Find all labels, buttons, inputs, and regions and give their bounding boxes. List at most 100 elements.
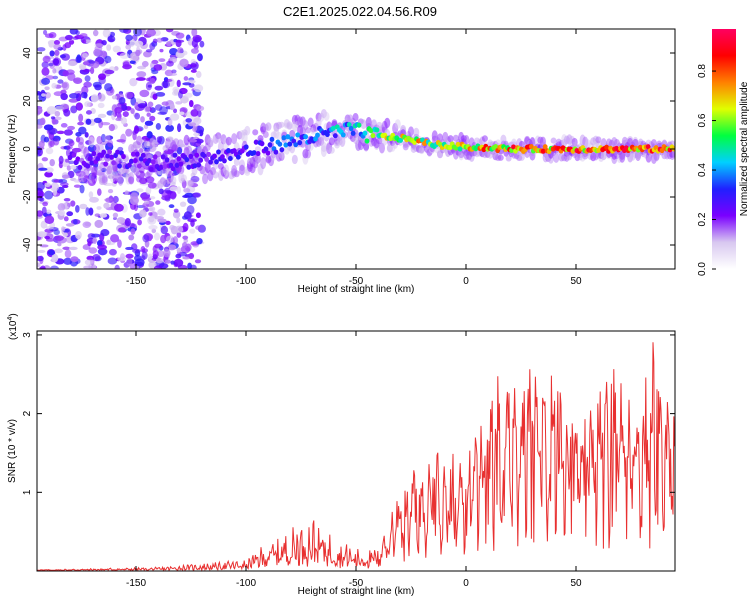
heatmap-cell xyxy=(70,200,76,207)
heatmap-cell xyxy=(352,113,359,122)
heatmap-cell xyxy=(370,132,376,139)
heatmap-cell xyxy=(37,124,43,129)
heatmap-cell xyxy=(135,49,141,57)
heatmap-cell xyxy=(75,55,83,64)
heatmap-cell xyxy=(57,79,64,84)
heatmap-cell xyxy=(553,153,560,163)
heatmap-cell xyxy=(148,166,154,172)
heatmap-cell xyxy=(112,212,119,218)
heatmap-cell xyxy=(84,259,94,266)
heatmap-cell xyxy=(97,244,107,250)
heatmap-cell xyxy=(143,124,149,130)
heatmap-cell xyxy=(120,133,127,144)
heatmap-cell xyxy=(604,144,609,150)
heatmap-cell xyxy=(37,249,46,253)
heatmap-cell xyxy=(195,212,201,219)
heatmap-cell xyxy=(115,149,120,155)
heatmap-cell xyxy=(139,89,150,98)
heatmap-cell xyxy=(92,254,101,262)
snr-y-ticks: 1 2 3 xyxy=(22,332,675,495)
heatmap-cell xyxy=(44,215,55,224)
heatmap-cell xyxy=(116,217,126,224)
heatmap-cell xyxy=(259,141,265,147)
heatmap-cell xyxy=(497,154,504,161)
heatmap-cell xyxy=(98,73,107,80)
heatmap-cell xyxy=(144,120,154,126)
heatmap-cell xyxy=(44,86,50,91)
snr-x-tick-label: -150 xyxy=(126,578,146,589)
heatmap-cell xyxy=(75,230,82,240)
heatmap-cell xyxy=(216,149,221,155)
heatmap-y-tick-label: 40 xyxy=(22,47,33,59)
heatmap-cell xyxy=(101,40,107,46)
heatmap-cell xyxy=(88,191,94,199)
heatmap-cell xyxy=(277,141,283,147)
heatmap-cell xyxy=(190,69,197,73)
heatmap-cell xyxy=(60,93,68,101)
heatmap-cell xyxy=(481,135,488,142)
heatmap-cell xyxy=(206,151,212,158)
heatmap-cell xyxy=(129,77,138,87)
heatmap-cell xyxy=(41,93,46,97)
heatmap-cell xyxy=(104,83,113,92)
snr-y-tick-label: 1 xyxy=(22,489,33,495)
heatmap-cell xyxy=(65,158,70,163)
heatmap-cell xyxy=(167,72,178,76)
heatmap-cell xyxy=(455,141,461,147)
heatmap-cell xyxy=(265,150,271,156)
heatmap-cell xyxy=(188,137,195,147)
heatmap-cell xyxy=(179,111,185,116)
heatmap-cell xyxy=(173,208,179,213)
heatmap-cell xyxy=(136,163,142,169)
heatmap-cell xyxy=(295,132,301,138)
heatmap-cell xyxy=(157,218,167,223)
heatmap-cell xyxy=(155,257,164,264)
heatmap-cell xyxy=(192,192,202,198)
heatmap-cell xyxy=(165,235,175,244)
heatmap-cell xyxy=(73,184,81,188)
heatmap-cell xyxy=(279,147,285,153)
heatmap-cell xyxy=(315,132,320,138)
heatmap-cell xyxy=(130,151,136,157)
heatmap-cell xyxy=(130,108,135,114)
heatmap-cell xyxy=(65,223,75,227)
heatmap-cell xyxy=(45,147,54,155)
heatmap-cell xyxy=(172,210,181,219)
heatmap-cell xyxy=(136,175,143,183)
heatmap-cell xyxy=(73,218,78,225)
heatmap-cell xyxy=(114,203,124,212)
heatmap-cell xyxy=(164,157,170,163)
heatmap-cell xyxy=(164,78,173,83)
heatmap-cell xyxy=(105,197,116,204)
heatmap-y-tick-label: 20 xyxy=(22,95,33,107)
heatmap-cell xyxy=(276,131,282,141)
heatmap-cell xyxy=(194,259,202,264)
heatmap-cell xyxy=(177,47,184,54)
heatmap-cell xyxy=(132,157,138,164)
heatmap-cell xyxy=(178,161,184,167)
heatmap-x-label: Height of straight line (km) xyxy=(298,284,415,295)
heatmap-cell xyxy=(195,70,202,79)
heatmap-cell xyxy=(244,125,251,136)
heatmap-cell xyxy=(141,196,152,202)
heatmap-cell xyxy=(75,30,80,36)
heatmap-cell xyxy=(348,125,354,132)
heatmap-cell xyxy=(182,241,188,249)
heatmap-cell xyxy=(57,242,62,247)
heatmap-cell xyxy=(59,54,66,59)
heatmap-cell xyxy=(173,258,184,267)
heatmap-cell xyxy=(99,50,107,58)
snr-y-tick-label: 3 xyxy=(22,332,33,338)
heatmap-cell xyxy=(82,52,89,59)
heatmap-cell xyxy=(346,122,352,128)
heatmap-cell xyxy=(51,253,59,263)
heatmap-cell xyxy=(243,144,249,150)
snr-y-label: SNR (10 * v/v) xyxy=(7,419,18,483)
heatmap-cell xyxy=(111,111,116,121)
heatmap-cell xyxy=(235,154,241,160)
heatmap-cell xyxy=(41,157,49,162)
heatmap-cell xyxy=(151,69,159,75)
heatmap-cell xyxy=(152,250,159,258)
heatmap-cell xyxy=(66,211,74,217)
